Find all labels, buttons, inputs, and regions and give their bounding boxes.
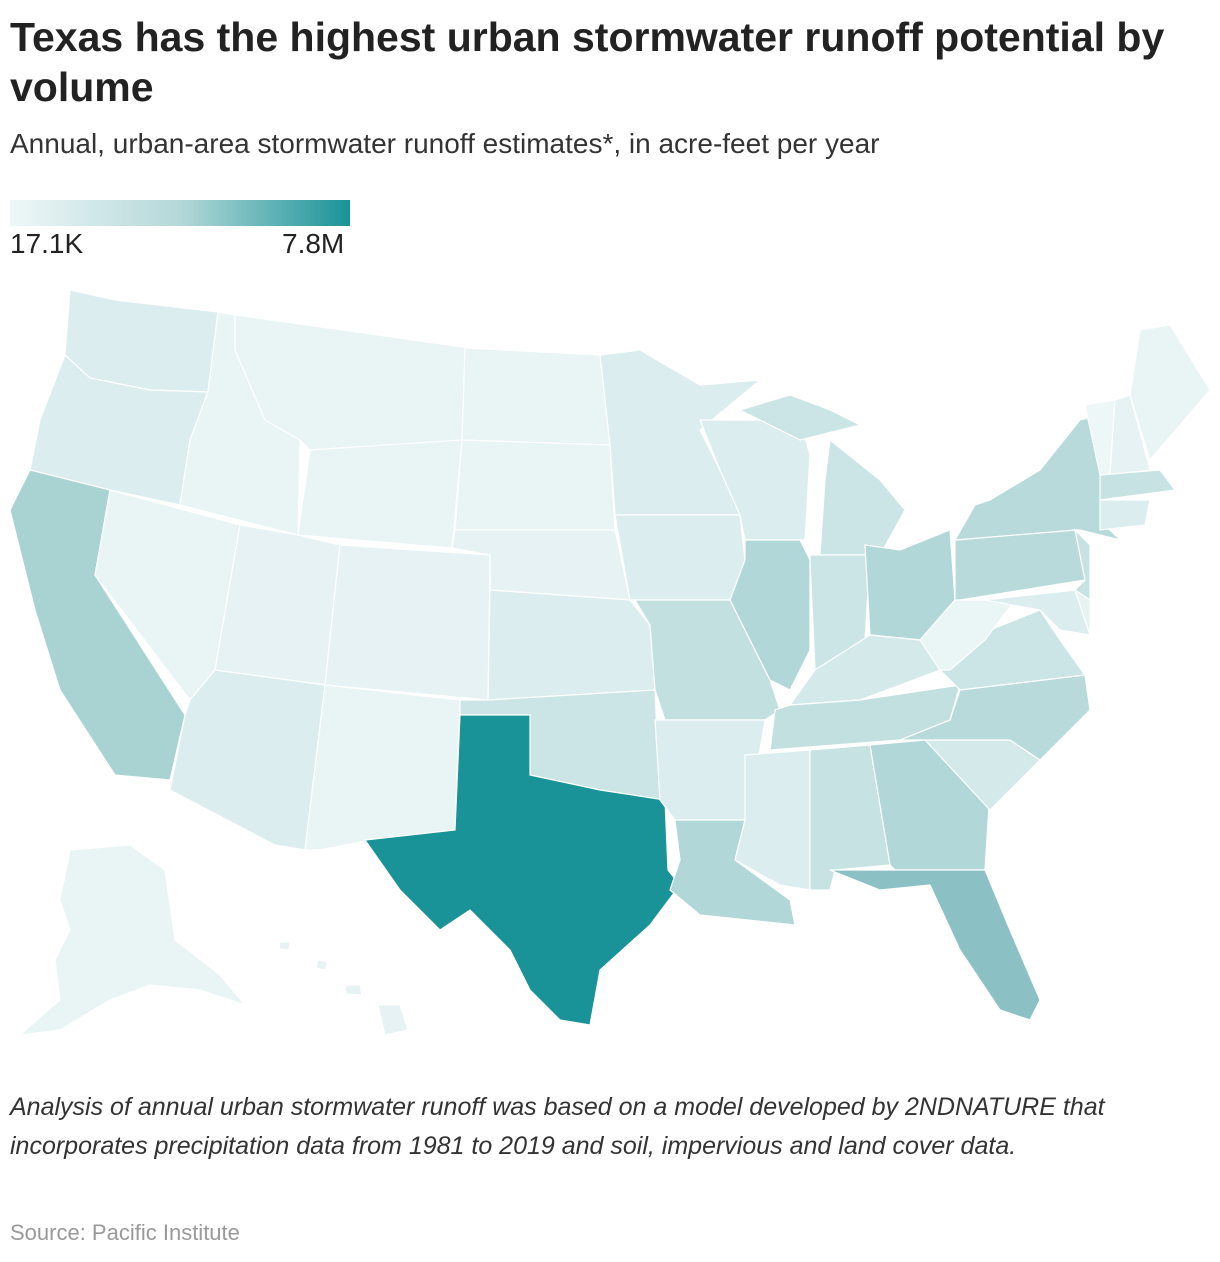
state-tn: [769, 684, 961, 751]
state-ia: [614, 514, 746, 601]
state-ak: [18, 844, 247, 1036]
state-nm: [304, 684, 461, 851]
state-ma: [1099, 469, 1177, 501]
state-de: [1073, 588, 1091, 636]
state-hi: [278, 941, 291, 951]
state-ny: [953, 414, 1122, 542]
chart-subtitle: Annual, urban-area stormwater runoff est…: [10, 128, 880, 159]
chart-title: Texas has the highest urban stormwater r…: [10, 14, 1165, 110]
state-md: [984, 589, 1091, 636]
state-nd: [461, 347, 611, 446]
state-co: [324, 544, 491, 701]
state-nh: [1109, 394, 1151, 476]
state-me: [1129, 324, 1211, 462]
state-hi: [315, 959, 329, 971]
state-hi: [344, 984, 363, 996]
source-credit: Source: Pacific Institute: [10, 1220, 240, 1245]
state-il: [729, 539, 811, 691]
state-tx: [363, 714, 681, 1026]
state-wi: [699, 419, 811, 541]
legend-max-label: 7.8M: [282, 228, 345, 259]
state-mn: [599, 349, 762, 516]
state-sd: [454, 439, 616, 531]
state-mi: [738, 394, 862, 441]
methodology-note: Analysis of annual urban stormwater runo…: [10, 1093, 1105, 1160]
state-nc: [899, 674, 1091, 761]
state-mi: [819, 438, 906, 556]
state-pa: [954, 529, 1086, 601]
state-hi: [377, 1004, 409, 1036]
us-choropleth-map: [9, 289, 1211, 1036]
state-ks: [487, 589, 656, 701]
state-wy: [297, 439, 463, 549]
state-az: [169, 669, 326, 851]
color-legend-bar: [10, 200, 350, 226]
legend-min-label: 17.1K: [10, 228, 84, 259]
state-ct: [1099, 499, 1151, 531]
state-fl: [829, 869, 1041, 1021]
